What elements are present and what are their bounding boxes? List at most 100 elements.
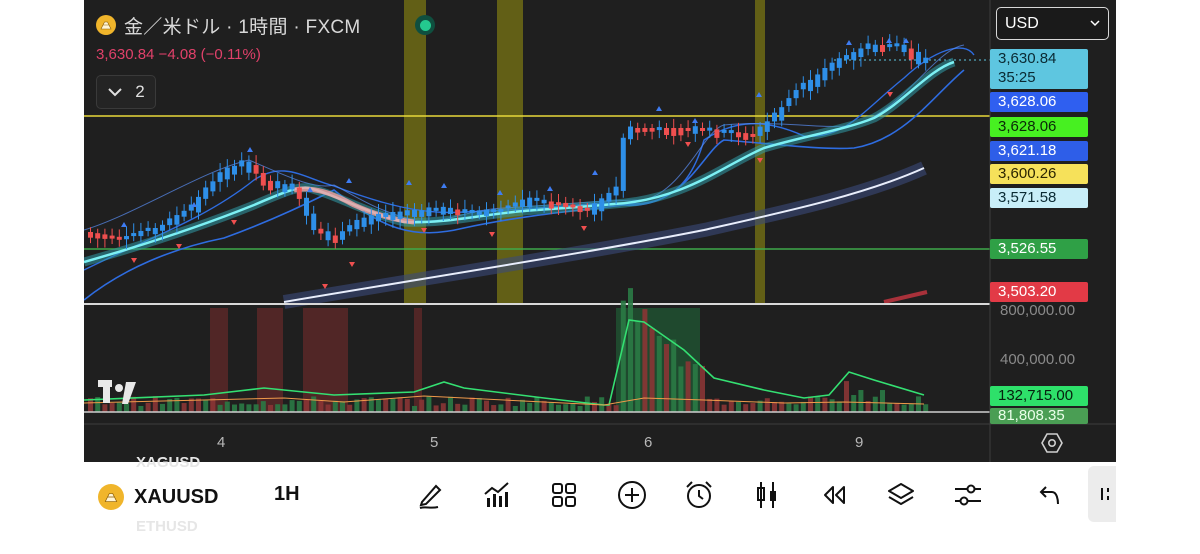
volume-bar bbox=[649, 328, 655, 412]
toolbar-overflow-area[interactable] bbox=[1088, 466, 1116, 522]
candle bbox=[152, 228, 158, 235]
candle bbox=[224, 167, 230, 180]
ghost-symbol-above: XAGUSD bbox=[136, 454, 201, 471]
layers-icon[interactable] bbox=[884, 478, 918, 512]
alarm-icon[interactable] bbox=[682, 478, 716, 512]
volume-bar bbox=[901, 404, 907, 412]
draw-pen-icon[interactable] bbox=[414, 478, 448, 512]
volume-bar bbox=[714, 398, 720, 412]
chevron-down-icon bbox=[108, 88, 122, 97]
signal-down-mark bbox=[581, 226, 587, 231]
candle bbox=[188, 204, 194, 211]
volume-bar bbox=[872, 396, 878, 412]
volume-bar bbox=[750, 403, 756, 412]
candle bbox=[397, 211, 403, 219]
volume-slow-ma-line bbox=[84, 395, 925, 406]
candle bbox=[116, 236, 122, 240]
volume-bar bbox=[268, 404, 273, 412]
signal-up-mark bbox=[692, 118, 698, 123]
candle bbox=[138, 230, 144, 237]
volume-bar bbox=[613, 405, 619, 412]
price-chart[interactable] bbox=[84, 0, 1116, 462]
volume-bar bbox=[512, 405, 518, 412]
volume-bar bbox=[340, 401, 345, 412]
candle bbox=[131, 233, 137, 237]
undo-icon[interactable] bbox=[1032, 478, 1066, 512]
volume-bar bbox=[556, 404, 561, 412]
signal-up-mark bbox=[441, 183, 447, 188]
candle bbox=[167, 218, 173, 226]
time-axis-label: 4 bbox=[217, 434, 226, 451]
candle bbox=[563, 202, 569, 208]
currency-select-value: USD bbox=[1005, 14, 1039, 32]
signal-down-mark bbox=[231, 220, 237, 225]
volume-bar bbox=[786, 403, 792, 412]
candle bbox=[527, 197, 533, 208]
volume-bar bbox=[462, 404, 468, 412]
candle bbox=[239, 160, 245, 167]
volume-bar bbox=[210, 398, 216, 412]
volume-bar bbox=[865, 400, 871, 412]
candle bbox=[908, 48, 914, 60]
candles-icon[interactable] bbox=[750, 478, 784, 512]
candle bbox=[354, 219, 360, 230]
volume-bar bbox=[822, 397, 828, 412]
volume-bar bbox=[455, 403, 461, 412]
candle bbox=[253, 165, 259, 174]
volume-bar bbox=[548, 402, 554, 412]
indicators-collapse-button[interactable]: 2 bbox=[96, 75, 156, 109]
slow-ma-band bbox=[282, 161, 927, 309]
volume-bar bbox=[779, 401, 785, 412]
volume-bar bbox=[923, 404, 929, 412]
volume-bar bbox=[664, 344, 669, 412]
bar-countdown: 35:25 bbox=[998, 69, 1036, 86]
volume-bar bbox=[491, 405, 497, 412]
replay-icon[interactable] bbox=[817, 478, 851, 512]
volume-bar bbox=[606, 404, 612, 412]
volume-bar bbox=[167, 398, 173, 412]
candle bbox=[800, 82, 806, 90]
candle bbox=[95, 233, 101, 239]
volume-bar bbox=[426, 396, 432, 412]
candle bbox=[829, 62, 835, 71]
candle bbox=[592, 203, 597, 215]
volume-ma-line bbox=[84, 319, 925, 406]
volume-axis-tick: 800,000.00 bbox=[1000, 302, 1076, 319]
volume-bar bbox=[476, 397, 482, 412]
candle bbox=[289, 183, 295, 190]
volume-bar bbox=[95, 397, 101, 412]
candle bbox=[584, 207, 590, 211]
chart-area[interactable]: 金／米ドル · 1時間 · FXCM 3,630.84 −4.08 (−0.11… bbox=[84, 0, 1116, 462]
settings-hexagon-icon[interactable] bbox=[1040, 431, 1064, 455]
candle bbox=[851, 52, 857, 60]
volume-bar bbox=[412, 405, 417, 412]
volume-bar bbox=[498, 404, 504, 412]
candle bbox=[649, 128, 655, 132]
candle bbox=[217, 172, 223, 182]
candle bbox=[671, 128, 677, 136]
sliders-icon[interactable] bbox=[951, 478, 985, 512]
interval-button[interactable]: 1H bbox=[274, 483, 300, 505]
candle bbox=[786, 98, 792, 107]
candle bbox=[764, 121, 770, 132]
add-circle-icon[interactable] bbox=[615, 478, 649, 512]
symbol-selector[interactable]: XAUUSD bbox=[98, 482, 218, 512]
candle bbox=[714, 129, 720, 138]
volume-bar bbox=[282, 404, 288, 412]
candle bbox=[505, 205, 511, 209]
candle bbox=[145, 227, 151, 232]
candle bbox=[534, 197, 540, 201]
volume-bar bbox=[678, 366, 684, 412]
candle bbox=[296, 187, 302, 199]
volume-bar bbox=[332, 400, 338, 412]
signal-down-mark bbox=[322, 284, 328, 289]
signal-up-mark bbox=[346, 178, 352, 183]
candle bbox=[246, 161, 252, 173]
layout-grid-icon[interactable] bbox=[547, 478, 581, 512]
candle bbox=[520, 199, 525, 208]
indicators-icon[interactable] bbox=[480, 478, 514, 512]
currency-select[interactable]: USD bbox=[996, 7, 1109, 40]
volume-bar bbox=[520, 399, 525, 412]
volume-bar bbox=[203, 400, 209, 412]
volume-bar bbox=[253, 404, 259, 412]
